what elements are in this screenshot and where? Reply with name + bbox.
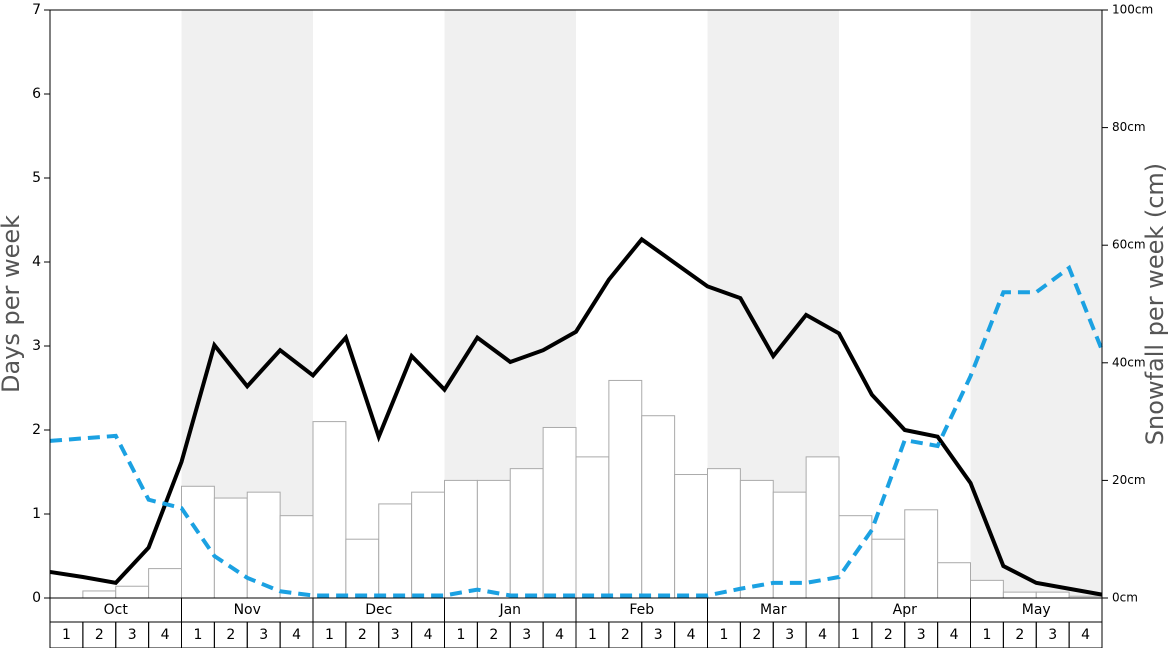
snowfall-bar [82, 590, 117, 599]
week-label: 2 [884, 627, 893, 643]
snowfall-bar [213, 497, 248, 599]
y-tick-label: 1 [32, 506, 41, 522]
week-label: 2 [621, 627, 630, 643]
plot [49, 236, 1104, 599]
snowfall-bar [1002, 591, 1037, 599]
week-label: 3 [785, 627, 794, 643]
snowfall-bar [378, 503, 413, 599]
snowfall-bar [674, 474, 708, 599]
week-label: 1 [62, 627, 71, 643]
y2-tick-label: 80cm [1112, 120, 1146, 134]
month-label: May [1022, 602, 1051, 618]
week-label: 3 [128, 627, 137, 643]
y2-tick-label: 100cm [1112, 3, 1153, 17]
y2-tick-label: 60cm [1112, 238, 1146, 252]
background [181, 10, 1102, 598]
week-label: 1 [456, 627, 465, 643]
y2-tick-label: 0cm [1112, 591, 1138, 605]
month-band [970, 10, 1102, 598]
snowfall-bar [279, 515, 314, 599]
week-label: 4 [161, 627, 170, 643]
week-label: 1 [588, 627, 597, 643]
week-label: 3 [522, 627, 531, 643]
week-label: 2 [95, 627, 104, 643]
y-tick-label: 2 [32, 422, 41, 438]
y2-tick-label: 40cm [1112, 355, 1146, 369]
month-label: Nov [234, 602, 261, 618]
week-label: 1 [719, 627, 728, 643]
week-label: 3 [654, 627, 663, 643]
month-label: Jan [498, 602, 521, 618]
week-label: 4 [555, 627, 564, 643]
snowfall-bar [641, 415, 676, 599]
week-label: 3 [259, 627, 268, 643]
week-label: 1 [851, 627, 860, 643]
month-label: Apr [893, 602, 917, 618]
week-label: 4 [424, 627, 433, 643]
y-axis-label: Days per week [0, 215, 25, 393]
snowfall-bar [476, 479, 511, 599]
snowfall-bar [246, 491, 281, 599]
week-label: 4 [687, 627, 696, 643]
week-label: 1 [193, 627, 202, 643]
month-label: Oct [104, 602, 129, 618]
week-label: 2 [358, 627, 367, 643]
snowfall-bar [181, 485, 215, 599]
snowfall-bar [148, 568, 182, 599]
snowfall-bar [444, 479, 478, 599]
plot-frame [49, 9, 1103, 599]
snowfall-bar [970, 579, 1004, 599]
y-tick-label: 4 [32, 254, 41, 270]
snowfall-bar [115, 585, 150, 599]
snowfall-bar [509, 468, 544, 599]
week-label: 4 [292, 627, 301, 643]
y-tick-label: 3 [32, 338, 41, 354]
snowfall-bar [937, 562, 971, 599]
week-label: 1 [325, 627, 334, 643]
snowfall-bar [575, 456, 610, 599]
snowfall-bar [772, 491, 807, 599]
snowfall-bar [805, 456, 840, 599]
snowfall-bar [838, 515, 873, 599]
snowfall-bar [904, 509, 939, 599]
month-label: Dec [365, 602, 392, 618]
solid-line [49, 236, 1103, 597]
snowfall-bar [542, 426, 577, 599]
snowfall-bar [312, 421, 347, 599]
week-cell [1068, 621, 1103, 648]
y-tick-label: 6 [32, 86, 41, 102]
month-label: Mar [760, 602, 787, 618]
week-label: 3 [917, 627, 926, 643]
snowfall-bar [1035, 591, 1070, 599]
week-label: 2 [752, 627, 761, 643]
snowfall-bar [871, 538, 906, 599]
week-label: 2 [489, 627, 498, 643]
y2-tick-label: 20cm [1112, 473, 1146, 487]
month-label: Feb [629, 602, 654, 618]
week-label: 4 [818, 627, 827, 643]
week-label: 2 [1015, 627, 1024, 643]
week-label: 4 [950, 627, 959, 643]
snowfall-bar [411, 491, 445, 599]
week-label: 1 [982, 627, 991, 643]
y-tick-label: 5 [32, 170, 41, 186]
week-label: 2 [226, 627, 235, 643]
y-tick-label: 0 [32, 590, 41, 606]
snowfall-bar [345, 538, 380, 599]
snowfall-bar [707, 468, 741, 599]
snowfall-bar [608, 379, 643, 599]
week-label: 3 [1048, 627, 1057, 643]
y2-axis-label: Snowfall per week (cm) [1141, 163, 1168, 445]
y-tick-label: 7 [32, 2, 41, 18]
week-label: 3 [391, 627, 400, 643]
snowfall-bar [739, 479, 774, 599]
week-label: 4 [1081, 627, 1090, 643]
